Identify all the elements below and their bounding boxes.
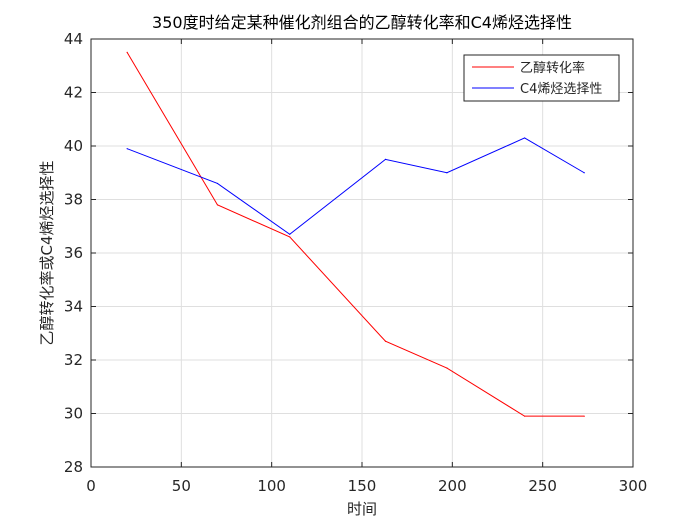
x-tick-label: 50	[172, 477, 191, 495]
legend: 乙醇转化率 C4烯烃选择性	[463, 54, 620, 102]
data-point	[524, 137, 526, 139]
x-tick-label: 250	[528, 477, 557, 495]
x-tick-label: 150	[348, 477, 377, 495]
y-tick-label: 44	[64, 30, 83, 48]
data-point	[583, 415, 585, 417]
data-point	[384, 158, 387, 160]
x-tick-label: 0	[86, 477, 96, 495]
x-tick-label: 200	[438, 477, 467, 495]
data-point	[384, 340, 387, 342]
data-point	[216, 204, 219, 206]
y-tick-label: 36	[64, 244, 83, 262]
data-point	[446, 172, 448, 174]
data-point	[216, 182, 219, 185]
x-tick-label: 300	[619, 477, 648, 495]
data-point	[289, 236, 291, 238]
data-point	[126, 148, 128, 150]
legend-box	[463, 54, 620, 102]
legend-label-1: 乙醇转化率	[520, 60, 585, 76]
y-tick-label: 40	[64, 137, 83, 155]
data-point	[524, 415, 526, 417]
series-layer	[126, 51, 585, 417]
x-axis-label: 时间	[347, 500, 377, 518]
y-tick-label: 28	[64, 458, 83, 476]
ticks: 0 50 100 150 200 250 300 28 30 32 34 36 38 40 42 44	[64, 30, 647, 495]
x-tick-label: 100	[257, 477, 286, 495]
y-tick-label: 32	[64, 351, 83, 369]
data-point	[289, 233, 291, 235]
y-tick-label: 38	[64, 191, 83, 209]
data-point	[126, 51, 128, 53]
legend-label-2: C4烯烃选择性	[520, 82, 602, 97]
chart-title: 350度时给定某种催化剂组合的乙醇转化率和C4烯烃选择性	[152, 13, 572, 32]
data-point	[446, 367, 448, 369]
data-point	[583, 172, 585, 174]
y-axis-label: 乙醇转化率或C4烯烃选择性	[38, 160, 56, 345]
y-tick-label: 30	[64, 405, 83, 423]
y-tick-label: 42	[64, 84, 83, 102]
y-tick-label: 34	[64, 298, 83, 316]
